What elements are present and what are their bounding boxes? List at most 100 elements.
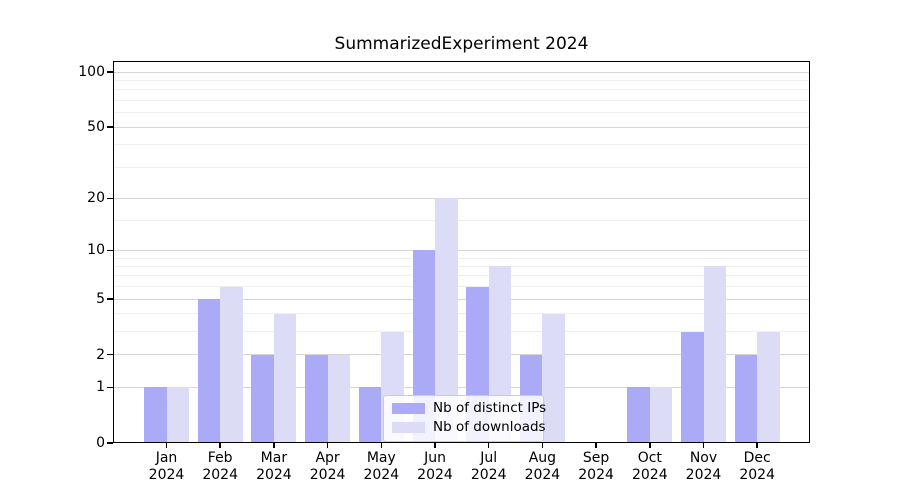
gridline-major (113, 298, 810, 300)
x-tick-label-month: Dec (743, 450, 771, 466)
gridline-minor (113, 100, 810, 102)
bar-downloads (166, 387, 189, 443)
x-tick-label-year: 2024 (202, 466, 238, 483)
x-tick-label: Apr 2024 (296, 450, 360, 483)
y-tick-label: 0 (96, 435, 105, 451)
bar-distinct-ips (734, 354, 758, 443)
x-tick-label-month: Sep (582, 450, 610, 466)
bar-distinct-ips (305, 354, 328, 443)
x-tick-label: Dec 2024 (725, 450, 789, 483)
bar-downloads (435, 198, 458, 443)
x-tick-label: Mar 2024 (242, 450, 306, 483)
x-tick-label-year: 2024 (309, 466, 346, 483)
x-tick-label-month: Apr (315, 450, 340, 466)
bar-downloads (703, 266, 726, 443)
gridline-major (113, 71, 810, 73)
bar-downloads (649, 387, 673, 443)
gridline-major (113, 386, 810, 388)
y-tick-mark (106, 197, 113, 200)
chart-title: SummarizedExperiment 2024 (334, 34, 589, 54)
x-tick-label-month: May (366, 450, 396, 466)
x-tick-label-month: Jan (155, 450, 178, 466)
gridline-minor (113, 313, 810, 315)
x-tick-label: Feb 2024 (188, 450, 252, 483)
x-tick-label: Nov 2024 (672, 450, 736, 483)
x-tick-mark (595, 443, 597, 448)
bar-distinct-ips (412, 250, 435, 443)
legend-row-downloads: Nb of downloads (392, 420, 546, 435)
legend-swatch (392, 403, 425, 414)
x-tick-label-year: 2024 (363, 466, 400, 483)
x-tick-mark (649, 443, 651, 448)
gridline-minor (113, 144, 810, 146)
x-tick-label: Oct 2024 (618, 450, 682, 483)
x-tick-label: May 2024 (349, 450, 413, 483)
legend-swatch (392, 422, 425, 433)
gridline-minor (113, 257, 810, 259)
bar-downloads (273, 313, 297, 443)
gridline-major (113, 354, 810, 356)
x-tick-label-month: Aug (528, 450, 557, 466)
x-tick-label: Aug 2024 (510, 450, 574, 483)
gridline-minor (113, 80, 810, 82)
gridline-minor (113, 275, 810, 277)
x-tick-mark (380, 443, 383, 448)
x-tick-mark (165, 443, 168, 448)
bar-distinct-ips (197, 299, 221, 443)
x-tick-mark (487, 443, 490, 448)
legend-row-distinct-ips: Nb of distinct IPs (392, 401, 546, 416)
y-tick-mark (106, 249, 113, 252)
gridline-minor (113, 286, 810, 288)
y-tick-label: 1 (96, 379, 105, 396)
gridline-major (113, 249, 810, 251)
x-tick-label-year: 2024 (148, 466, 185, 483)
y-tick-mark (106, 298, 113, 300)
x-tick-label: Jan 2024 (135, 450, 199, 483)
x-tick-label-year: 2024 (417, 466, 453, 483)
y-tick-mark (106, 442, 113, 444)
gridline-minor (113, 331, 810, 333)
x-tick-label-month: Jul (480, 450, 498, 466)
x-tick-label-year: 2024 (739, 466, 775, 483)
gridline-minor (113, 166, 810, 168)
bar-distinct-ips (681, 331, 704, 443)
x-tick-mark (326, 443, 329, 448)
gridline-major (113, 197, 810, 199)
x-tick-label-year: 2024 (631, 466, 668, 483)
y-tick-mark (106, 71, 113, 73)
y-tick-mark (106, 386, 113, 389)
x-tick-label-month: Jun (424, 450, 446, 466)
legend-label-distinct-ips: Nb of distinct IPs (433, 400, 547, 416)
x-tick-label-year: 2024 (524, 466, 561, 483)
legend: Nb of distinct IPs Nb of downloads (383, 395, 546, 442)
y-tick-mark (106, 126, 113, 128)
x-tick-mark (541, 443, 544, 448)
y-tick-label: 5 (96, 291, 105, 308)
x-tick-label-year: 2024 (256, 466, 292, 483)
gridline-minor (113, 219, 810, 221)
y-tick-label: 100 (78, 64, 105, 81)
y-tick-label: 50 (87, 119, 105, 136)
x-tick-label-month: Oct (637, 450, 662, 466)
x-tick-mark (756, 443, 758, 448)
x-tick-label-year: 2024 (685, 466, 722, 483)
x-tick-mark (434, 443, 436, 448)
x-tick-label: Sep 2024 (564, 450, 628, 483)
x-tick-mark (273, 443, 275, 448)
bar-distinct-ips (251, 354, 274, 443)
x-tick-label-year: 2024 (470, 466, 507, 483)
plot-area (113, 61, 810, 443)
y-tick-label: 2 (96, 346, 105, 363)
bar-distinct-ips (358, 387, 382, 443)
gridline-major (113, 126, 810, 128)
bar-distinct-ips (627, 387, 650, 443)
bar-downloads (327, 354, 351, 443)
y-tick-label: 20 (87, 190, 105, 207)
bar-distinct-ips (144, 387, 167, 443)
x-tick-mark (219, 443, 221, 448)
bar-downloads (220, 286, 243, 443)
x-tick-label-year: 2024 (578, 466, 614, 483)
legend-label-downloads: Nb of downloads (433, 419, 546, 435)
gridline-minor (113, 89, 810, 91)
